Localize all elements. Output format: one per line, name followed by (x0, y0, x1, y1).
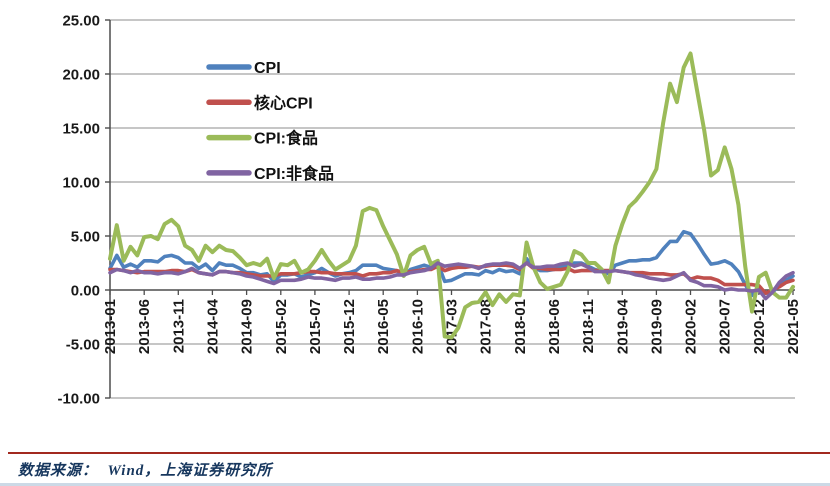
chart-svg: 25.00 20.00 15.00 10.00 5.00 0.00 -5.00 -10.00 2… (57, 13, 802, 408)
y-axis-tick-label: 15.00 (62, 121, 100, 138)
x-axis-tick-label: 2020-02 (683, 299, 700, 354)
y-axis-tick-label: -5.00 (66, 337, 100, 354)
footer-divider (8, 452, 830, 454)
y-axis-tick-label: 0.00 (71, 283, 100, 300)
series-line-cpi-food (108, 51, 795, 340)
x-axis-tick-label: 2021-05 (785, 299, 802, 354)
cpi-line-chart: 25.00 20.00 15.00 10.00 5.00 0.00 -5.00 -10.00 2… (57, 13, 802, 408)
x-axis-tick-label: 2017-08 (478, 299, 495, 354)
series-line-cpi (108, 229, 795, 298)
x-axis-tick-label: 2019-09 (648, 299, 665, 354)
x-axis-tick-label: 2013-11 (170, 299, 187, 353)
x-axis-tick-label: 2016-05 (375, 299, 392, 354)
x-axis-tick-label: 2020-07 (717, 299, 734, 354)
x-axis-tick-label: 2015-07 (307, 299, 324, 354)
y-axis-tick-label: -10.00 (57, 391, 100, 408)
x-axis-tick-label: 2018-01 (512, 299, 529, 354)
source-note: 数据来源： Wind，上海证券研究所 (18, 463, 273, 479)
legend-label-cpi-non-food: CPI:非食品 (254, 164, 334, 183)
x-axis-tick-label: 2018-06 (546, 299, 563, 354)
legend-label-cpi: CPI (254, 60, 281, 77)
x-axis-tick-label: 2019-04 (614, 298, 631, 354)
x-axis-tick-label: 2016-10 (409, 299, 426, 354)
y-axis-tick-label: 10.00 (62, 175, 100, 192)
x-axis-tick-label: 2014-04 (204, 298, 221, 354)
x-axis-tick-label: 2013-06 (136, 299, 153, 354)
y-axis-tick-label: 5.00 (71, 229, 100, 246)
x-axis-tick-label: 2015-02 (273, 299, 290, 354)
x-axis-tick-label: 2017-03 (444, 299, 461, 354)
x-axis-tick-label: 2013-01 (102, 299, 119, 354)
x-axis-tick-label: 2014-09 (239, 299, 256, 354)
series-line-cpi-non-food (108, 261, 795, 301)
legend-label-cpi-food: CPI:食品 (254, 129, 318, 148)
x-axis-tick-label: 2020-12 (751, 299, 768, 354)
y-axis-tick-label: 20.00 (62, 67, 100, 84)
legend-label-core-cpi: 核心CPI (254, 93, 313, 112)
x-axis-tick-label: 2018-11 (580, 299, 597, 353)
y-axis-tick-label: 25.00 (62, 13, 100, 30)
x-axis-tick-label: 2015-12 (341, 299, 358, 354)
